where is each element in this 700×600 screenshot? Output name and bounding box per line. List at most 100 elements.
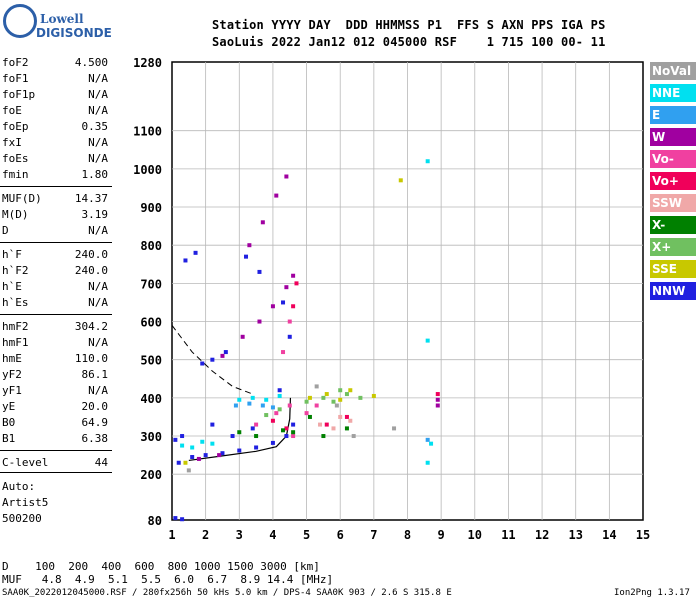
legend-ssw: SSW (650, 194, 696, 212)
echo-point-x- (331, 399, 336, 404)
param-value: N/A (88, 280, 108, 293)
virtual-height-trace (188, 397, 292, 462)
echo-point-nnw (250, 426, 255, 431)
panel-separator (0, 242, 112, 243)
echo-point-w (284, 285, 289, 290)
param-value: 20.0 (81, 400, 109, 413)
x-tick-label: 7 (370, 528, 377, 542)
param-label: B1 (2, 432, 16, 445)
echo-point-nnw (244, 254, 249, 259)
param-yf1: yF1 N/A (2, 384, 108, 400)
echo-point-nnw (281, 300, 286, 305)
echo-point-sse (371, 393, 376, 398)
lowell-digisonde-logo: Lowell DIGISONDE (0, 2, 120, 46)
param-fof1p: foF1p N/A (2, 88, 108, 104)
x-tick-label: 4 (269, 528, 276, 542)
echo-point-x- (281, 428, 286, 433)
echo-point-x- (277, 407, 282, 412)
echo-point-ssw (318, 422, 323, 427)
param-label: C-level (2, 456, 49, 469)
echo-point-sse (307, 395, 312, 400)
footer-version: Ion2Png 1.3.17 (614, 588, 690, 598)
echo-point-nne (425, 460, 430, 465)
echo-point-nne (250, 395, 255, 400)
param-muf-d-: MUF(D) 14.37 (2, 192, 108, 208)
logo-ring-icon (3, 4, 37, 38)
param-label: h`F (2, 248, 22, 261)
echo-point-e (233, 403, 238, 408)
echo-point-noval (392, 426, 397, 431)
param-value: N/A (88, 336, 108, 349)
legend-sse: SSE (650, 260, 696, 278)
x-tick-label: 14 (602, 528, 616, 542)
x-tick-label: 11 (501, 528, 515, 542)
echo-point-x- (344, 426, 349, 431)
echo-point-vo- (344, 414, 349, 419)
echo-point-x- (254, 434, 259, 439)
param-label: yE (2, 400, 16, 413)
echo-point-e (260, 403, 265, 408)
param-foe: foE N/A (2, 104, 108, 120)
echo-point-x- (264, 413, 269, 418)
param-value: N/A (88, 384, 108, 397)
echo-point-x- (237, 430, 242, 435)
echo-point-vo- (314, 403, 319, 408)
param-label: hmE (2, 352, 22, 365)
echo-point-nne (425, 159, 430, 164)
footer-muf-row: MUF 4.8 4.9 5.1 5.5 6.0 6.7 8.9 14.4 [MH… (2, 573, 334, 586)
echo-point-nne (277, 393, 282, 398)
legend-vo-: Vo+ (650, 172, 696, 190)
param-label: foEp (2, 120, 29, 133)
echo-point-vo- (294, 281, 299, 286)
param-h-e: h`E N/A (2, 280, 108, 296)
param-label: foE (2, 104, 22, 117)
echo-point-nnw (180, 434, 185, 439)
echo-point-nnw (237, 448, 242, 453)
param-b0: B0 64.9 (2, 416, 108, 432)
param-ye: yE 20.0 (2, 400, 108, 416)
param-value: 6.38 (81, 432, 109, 445)
param-label: D (2, 224, 9, 237)
echo-point-noval (334, 403, 339, 408)
echo-point-x- (338, 388, 343, 393)
param-value: N/A (88, 88, 108, 101)
echo-point-w (240, 334, 245, 339)
param-value: 64.9 (81, 416, 109, 429)
param-h-f2: h`F2 240.0 (2, 264, 108, 280)
param-h-es: h`Es N/A (2, 296, 108, 312)
echo-point-nnw (210, 357, 215, 362)
echo-point-sse (324, 392, 329, 397)
echo-point-nnw (223, 350, 228, 355)
echo-point-w (260, 220, 265, 225)
x-tick-label: 6 (337, 528, 344, 542)
param-label: yF1 (2, 384, 22, 397)
echo-point-vo- (281, 350, 286, 355)
echo-point-w (274, 193, 279, 198)
param-value: 1.80 (81, 168, 109, 181)
y-tick-label: 600 (140, 316, 162, 330)
echo-point-w (291, 273, 296, 278)
echo-point-vo- (324, 422, 329, 427)
param-fxi: fxI N/A (2, 136, 108, 152)
param-value: 3.19 (81, 208, 109, 221)
param-foes: foEs N/A (2, 152, 108, 168)
param-value: N/A (88, 72, 108, 85)
logo-line1: Lowell (40, 12, 84, 26)
param-label: h`F2 (2, 264, 29, 277)
panel-separator (0, 472, 112, 473)
param-hme: hmE 110.0 (2, 352, 108, 368)
y-tick-label: 700 (140, 277, 162, 291)
param-label: h`E (2, 280, 22, 293)
echo-point-nnw (210, 422, 215, 427)
echo-point-sse (183, 460, 188, 465)
param-label: foF2 (2, 56, 29, 69)
param-hmf1: hmF1 N/A (2, 336, 108, 352)
param-label: yF2 (2, 368, 22, 381)
y-tick-label: 200 (140, 468, 162, 482)
param-value: 304.2 (74, 320, 108, 333)
echo-point-nne (264, 397, 269, 402)
echo-point-ssw (331, 426, 336, 431)
param-label: hmF1 (2, 336, 29, 349)
param-label: foEs (2, 152, 29, 165)
